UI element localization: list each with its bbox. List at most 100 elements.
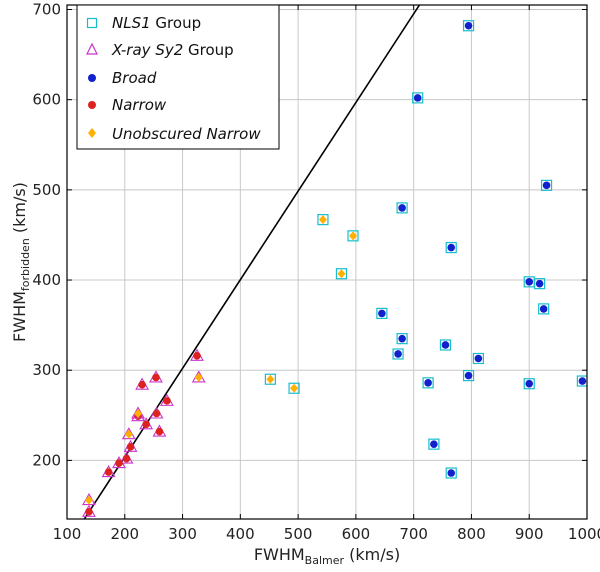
data-point xyxy=(101,465,116,478)
nls1-square-marker xyxy=(422,377,434,389)
nls1-square-marker xyxy=(376,307,388,319)
unobscured-narrow-diamond-marker xyxy=(134,408,143,418)
nls1-square-marker xyxy=(396,202,408,214)
broad-circle-marker xyxy=(447,243,456,252)
y-tick-label: 200 xyxy=(32,451,61,469)
nls1-square-marker xyxy=(347,230,359,242)
data-point xyxy=(131,406,146,419)
data-point xyxy=(264,373,276,385)
nls1-square-marker xyxy=(472,352,484,365)
unobscured-narrow-diamond-marker xyxy=(290,383,299,393)
data-point xyxy=(139,417,154,430)
broad-circle-marker xyxy=(525,278,534,286)
data-point xyxy=(119,451,134,464)
data-point xyxy=(135,377,150,390)
data-point xyxy=(576,375,587,387)
narrow-circle-marker xyxy=(122,454,131,463)
nls1-square-marker xyxy=(335,268,348,280)
narrow-circle-marker xyxy=(85,507,93,516)
broad-circle-marker xyxy=(378,309,386,318)
data-point xyxy=(160,393,174,406)
legend-entry-nls1: NLS1 Group xyxy=(86,14,201,32)
nls1-square-marker xyxy=(523,378,535,390)
legend-diamond-marker xyxy=(88,128,96,138)
x-tick-label: 900 xyxy=(515,525,544,543)
narrow-circle-marker xyxy=(142,420,150,429)
legend-label-xray-sy2: X-ray Sy2 Group xyxy=(111,41,234,59)
nls1-square-marker xyxy=(392,348,404,360)
diagonal-line-layer xyxy=(83,5,421,519)
x-tick-label: 100 xyxy=(53,525,82,543)
y-tick-label: 600 xyxy=(32,91,61,109)
narrow-circle-marker xyxy=(155,427,164,436)
data-point xyxy=(191,370,206,383)
data-point xyxy=(523,378,535,390)
nls1-square-marker xyxy=(412,92,424,104)
axis-ticks: 100 200 300 400 500 600 700 800 900 1000 200 300 400… xyxy=(32,1,600,543)
nls1-square-marker xyxy=(288,382,300,394)
data-point xyxy=(121,427,136,440)
unobscured-narrow-diamond-marker xyxy=(84,495,93,505)
narrow-circle-marker xyxy=(115,459,123,467)
x-tick-label: 800 xyxy=(457,525,486,543)
nls1-square-marker xyxy=(540,179,553,191)
nls1-square-marker xyxy=(317,214,329,226)
data-point xyxy=(149,370,163,383)
data-point xyxy=(152,424,167,437)
nls1-square-marker xyxy=(538,303,550,315)
data-point xyxy=(82,492,96,506)
data-point xyxy=(445,467,457,479)
x-axis-label: FWHMBalmer (km/s) xyxy=(254,545,400,567)
broad-circle-marker xyxy=(398,334,406,343)
broad-circle-marker xyxy=(542,181,551,190)
data-point xyxy=(439,339,452,351)
unobscured-narrow-diamond-marker xyxy=(124,429,133,439)
legend-entry-broad: Broad xyxy=(88,69,157,87)
data-point xyxy=(82,504,96,517)
legend: NLS1 Group X-ray Sy2 Group Broad Narrow … xyxy=(76,4,280,150)
data-point xyxy=(335,268,348,280)
nls1-square-marker xyxy=(462,20,475,32)
broad-circle-marker xyxy=(424,379,432,387)
broad-circle-marker xyxy=(441,341,450,349)
legend-label-narrow: Narrow xyxy=(112,96,167,114)
x-tick-label: 500 xyxy=(284,525,313,543)
legend-square-marker xyxy=(86,17,98,29)
y-tick-label: 700 xyxy=(32,1,61,19)
data-point xyxy=(392,348,404,360)
x-tick-label: 400 xyxy=(226,525,255,543)
narrow-circle-marker xyxy=(104,468,113,476)
data-point xyxy=(149,406,164,419)
x-tick-label: 700 xyxy=(399,525,428,543)
y-tick-label: 400 xyxy=(32,271,61,289)
data-point xyxy=(462,20,475,32)
y-axis-label: FWHMforbidden (km/s) xyxy=(10,182,32,342)
broad-circle-marker xyxy=(474,354,483,363)
broad-circle-marker xyxy=(578,377,587,385)
unobscured-narrow-diamond-marker xyxy=(318,215,327,225)
legend-label-broad: Broad xyxy=(112,69,157,87)
broad-circle-marker xyxy=(464,371,473,380)
broad-circle-marker xyxy=(464,21,473,30)
plot-frame xyxy=(66,4,588,520)
narrow-circle-marker xyxy=(138,380,146,389)
broad-circle-marker xyxy=(539,305,548,313)
broad-circle-marker xyxy=(413,94,422,102)
data-point xyxy=(540,179,553,191)
broad-circle-marker xyxy=(447,469,456,477)
data-point xyxy=(462,370,475,382)
data-point xyxy=(112,455,126,469)
narrow-circle-marker xyxy=(126,443,135,451)
unobscured-narrow-diamond-marker xyxy=(194,372,203,382)
legend-entry-xray-sy2: X-ray Sy2 Group xyxy=(86,41,234,59)
data-point xyxy=(396,202,408,214)
data-points xyxy=(82,20,587,517)
nls1-square-marker xyxy=(445,467,457,479)
x-tick-label: 200 xyxy=(110,525,139,543)
data-point xyxy=(412,92,424,104)
data-point xyxy=(347,230,359,242)
y-tick-label: 500 xyxy=(32,181,61,199)
narrow-circle-marker xyxy=(152,373,160,382)
unobscured-narrow-diamond-marker xyxy=(266,374,275,384)
